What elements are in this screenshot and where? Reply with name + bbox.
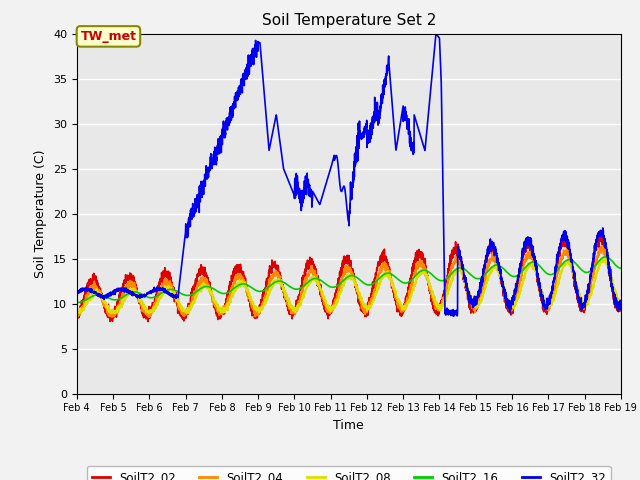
SoilT2_04: [565, 256, 573, 262]
Line: SoilT2_32: SoilT2_32: [77, 34, 621, 316]
SoilT2_08: [402, 307, 410, 312]
SoilT2_16: [565, 257, 573, 263]
SoilT2_16: [617, 265, 625, 271]
SoilT2_32: [449, 313, 457, 319]
SoilT2_04: [225, 296, 233, 301]
SoilT2_04: [73, 314, 81, 320]
SoilT2_02: [565, 246, 573, 252]
Legend: SoilT2_02, SoilT2_04, SoilT2_08, SoilT2_16, SoilT2_32: SoilT2_02, SoilT2_04, SoilT2_08, SoilT2_…: [87, 466, 611, 480]
SoilT2_16: [412, 273, 419, 279]
SoilT2_16: [402, 280, 410, 286]
SoilT2_08: [617, 301, 625, 307]
SoilT2_04: [617, 299, 625, 305]
SoilT2_08: [602, 255, 609, 261]
Line: SoilT2_02: SoilT2_02: [77, 233, 621, 322]
SoilT2_32: [566, 244, 573, 250]
SoilT2_08: [412, 280, 419, 286]
Line: SoilT2_08: SoilT2_08: [77, 258, 621, 312]
SoilT2_08: [73, 310, 81, 315]
SoilT2_32: [617, 300, 625, 306]
SoilT2_04: [598, 243, 606, 249]
SoilT2_02: [596, 230, 604, 236]
SoilT2_16: [73, 300, 81, 305]
SoilT2_08: [189, 300, 197, 305]
SoilT2_02: [402, 299, 410, 305]
SoilT2_32: [402, 117, 410, 123]
Line: SoilT2_04: SoilT2_04: [77, 246, 621, 317]
SoilT2_04: [412, 267, 419, 273]
SoilT2_02: [189, 285, 197, 291]
SoilT2_04: [617, 305, 625, 311]
SoilT2_04: [108, 314, 116, 320]
Title: Soil Temperature Set 2: Soil Temperature Set 2: [262, 13, 436, 28]
SoilT2_04: [189, 296, 197, 302]
SoilT2_08: [225, 301, 232, 307]
SoilT2_32: [225, 118, 232, 124]
SoilT2_08: [617, 299, 625, 305]
SoilT2_32: [432, 31, 440, 36]
SoilT2_02: [73, 312, 81, 317]
SoilT2_16: [189, 291, 197, 297]
SoilT2_32: [189, 206, 197, 212]
SoilT2_32: [73, 290, 81, 296]
SoilT2_02: [412, 256, 419, 262]
SoilT2_32: [412, 116, 419, 121]
Text: TW_met: TW_met: [81, 30, 136, 43]
SoilT2_02: [225, 286, 233, 292]
SoilT2_08: [565, 257, 573, 263]
SoilT2_16: [73, 300, 81, 305]
Line: SoilT2_16: SoilT2_16: [77, 257, 621, 302]
SoilT2_32: [617, 305, 625, 311]
SoilT2_04: [402, 303, 410, 309]
SoilT2_02: [144, 319, 152, 324]
SoilT2_16: [602, 254, 609, 260]
SoilT2_16: [617, 265, 625, 271]
Y-axis label: Soil Temperature (C): Soil Temperature (C): [35, 149, 47, 278]
SoilT2_02: [617, 302, 625, 308]
SoilT2_02: [617, 303, 625, 309]
X-axis label: Time: Time: [333, 419, 364, 432]
SoilT2_16: [225, 289, 233, 295]
